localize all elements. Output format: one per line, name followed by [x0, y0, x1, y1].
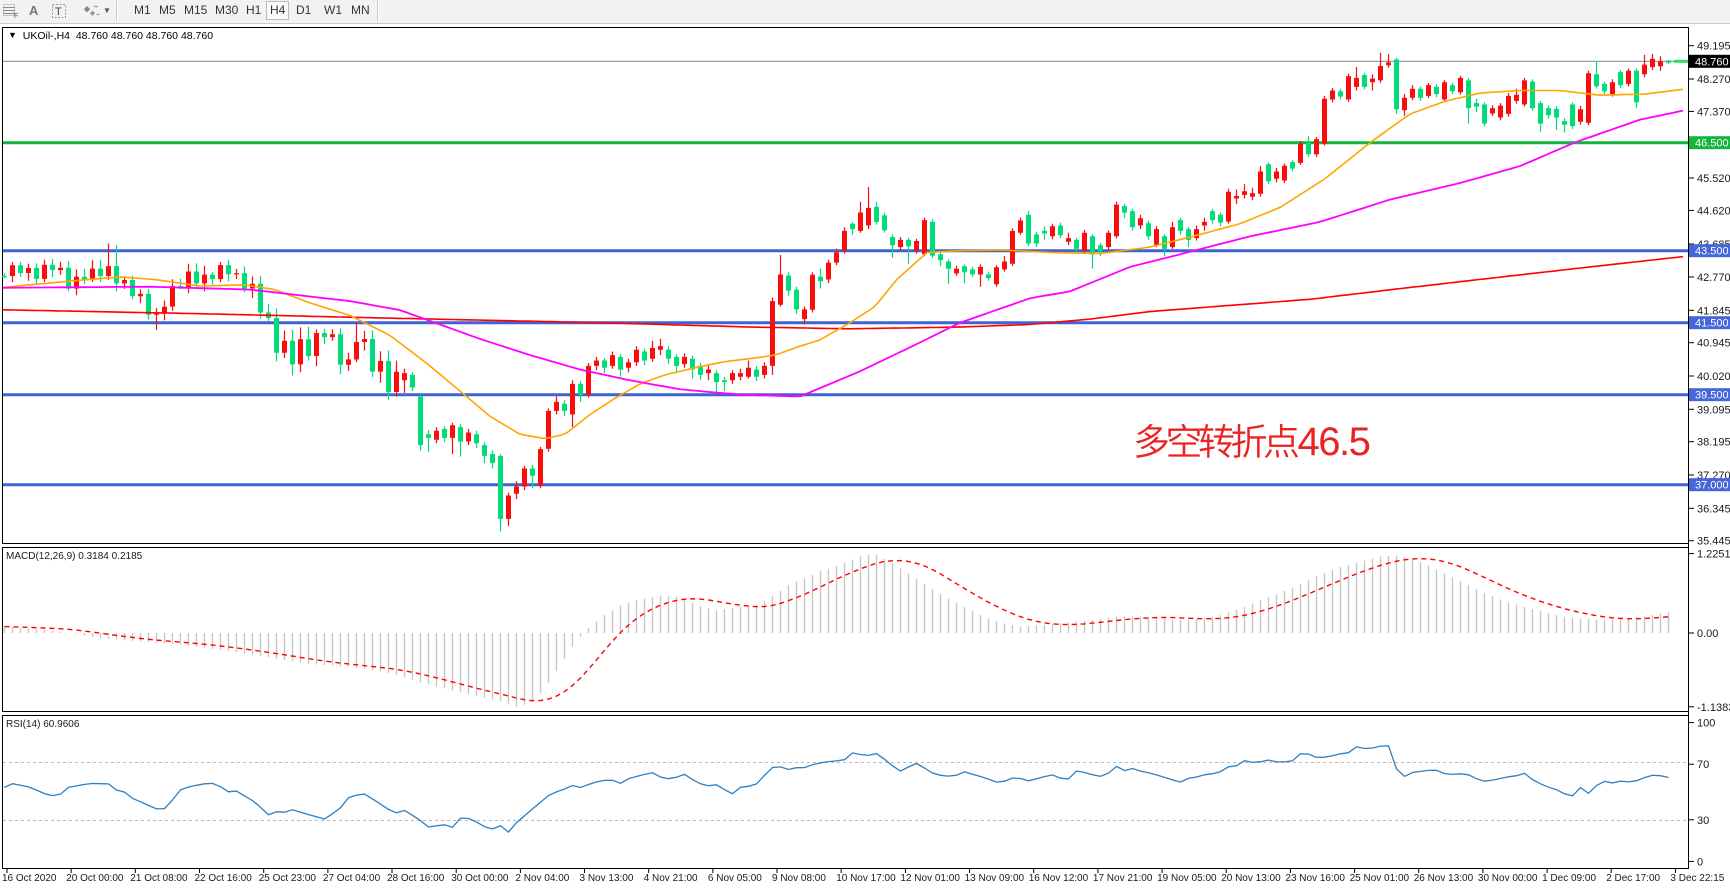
- svg-text:44.620: 44.620: [1697, 205, 1730, 217]
- svg-text:3 Dec 22:15: 3 Dec 22:15: [1670, 873, 1724, 884]
- svg-text:F: F: [14, 13, 18, 20]
- svg-text:26 Nov 13:00: 26 Nov 13:00: [1414, 873, 1474, 884]
- svg-text:38.195: 38.195: [1697, 437, 1730, 449]
- svg-text:10 Nov 17:00: 10 Nov 17:00: [836, 873, 896, 884]
- svg-text:48.270: 48.270: [1697, 74, 1730, 86]
- svg-text:13 Nov 09:00: 13 Nov 09:00: [965, 873, 1025, 884]
- svg-text:4 Nov 21:00: 4 Nov 21:00: [644, 873, 698, 884]
- svg-text:0: 0: [1697, 856, 1703, 868]
- svg-text:30 Nov 00:00: 30 Nov 00:00: [1478, 873, 1538, 884]
- svg-text:2 Nov 04:00: 2 Nov 04:00: [515, 873, 569, 884]
- svg-text:0.00: 0.00: [1697, 628, 1718, 640]
- svg-text:MACD(12,26,9) 0.3184 0.2185: MACD(12,26,9) 0.3184 0.2185: [6, 551, 143, 562]
- svg-text:48.760: 48.760: [1695, 56, 1729, 68]
- svg-text:39.095: 39.095: [1697, 404, 1730, 416]
- svg-text:36.345: 36.345: [1697, 503, 1730, 515]
- svg-text:1 Dec 09:00: 1 Dec 09:00: [1542, 873, 1596, 884]
- svg-text:27 Oct 04:00: 27 Oct 04:00: [323, 873, 381, 884]
- svg-text:30 Oct 00:00: 30 Oct 00:00: [451, 873, 509, 884]
- svg-text:70: 70: [1697, 759, 1709, 771]
- svg-text:40.020: 40.020: [1697, 371, 1730, 383]
- svg-text:21 Oct 08:00: 21 Oct 08:00: [130, 873, 188, 884]
- svg-text:35.445: 35.445: [1697, 536, 1730, 548]
- svg-text:46.5: 46.5: [1298, 420, 1370, 464]
- svg-text:RSI(14) 60.9606: RSI(14) 60.9606: [6, 719, 80, 730]
- svg-text:1.2251: 1.2251: [1697, 549, 1730, 561]
- svg-text:39.500: 39.500: [1695, 390, 1729, 402]
- svg-text:25 Nov 01:00: 25 Nov 01:00: [1350, 873, 1410, 884]
- svg-text:12 Nov 01:00: 12 Nov 01:00: [900, 873, 960, 884]
- svg-text:16 Oct 2020: 16 Oct 2020: [2, 873, 57, 884]
- svg-text:23 Nov 16:00: 23 Nov 16:00: [1285, 873, 1345, 884]
- svg-text:6 Nov 05:00: 6 Nov 05:00: [708, 873, 762, 884]
- svg-text:42.770: 42.770: [1697, 272, 1730, 284]
- svg-text:17 Nov 21:00: 17 Nov 21:00: [1093, 873, 1153, 884]
- svg-text:43.500: 43.500: [1695, 246, 1729, 258]
- svg-text:45.520: 45.520: [1697, 173, 1730, 185]
- svg-text:28 Oct 16:00: 28 Oct 16:00: [387, 873, 445, 884]
- svg-text:47.370: 47.370: [1697, 106, 1730, 118]
- svg-text:25 Oct 23:00: 25 Oct 23:00: [259, 873, 317, 884]
- svg-text:37.000: 37.000: [1695, 480, 1729, 492]
- svg-text:20 Nov 13:00: 20 Nov 13:00: [1221, 873, 1281, 884]
- svg-text:20 Oct 00:00: 20 Oct 00:00: [66, 873, 124, 884]
- svg-text:30: 30: [1697, 815, 1709, 827]
- svg-text:9 Nov 08:00: 9 Nov 08:00: [772, 873, 826, 884]
- svg-text:41.500: 41.500: [1695, 318, 1729, 330]
- svg-text:100: 100: [1697, 718, 1715, 730]
- svg-text:-1.1383: -1.1383: [1697, 702, 1730, 714]
- svg-text:2 Dec 17:00: 2 Dec 17:00: [1606, 873, 1660, 884]
- svg-text:46.500: 46.500: [1695, 138, 1729, 150]
- svg-text:22 Oct 16:00: 22 Oct 16:00: [195, 873, 253, 884]
- svg-text:T: T: [55, 6, 62, 18]
- svg-text:41.845: 41.845: [1697, 305, 1730, 317]
- svg-text:16 Nov 12:00: 16 Nov 12:00: [1029, 873, 1089, 884]
- svg-text:3 Nov 13:00: 3 Nov 13:00: [580, 873, 634, 884]
- svg-text:19 Nov 05:00: 19 Nov 05:00: [1157, 873, 1217, 884]
- svg-text:40.945: 40.945: [1697, 338, 1730, 350]
- svg-text:49.195: 49.195: [1697, 41, 1730, 53]
